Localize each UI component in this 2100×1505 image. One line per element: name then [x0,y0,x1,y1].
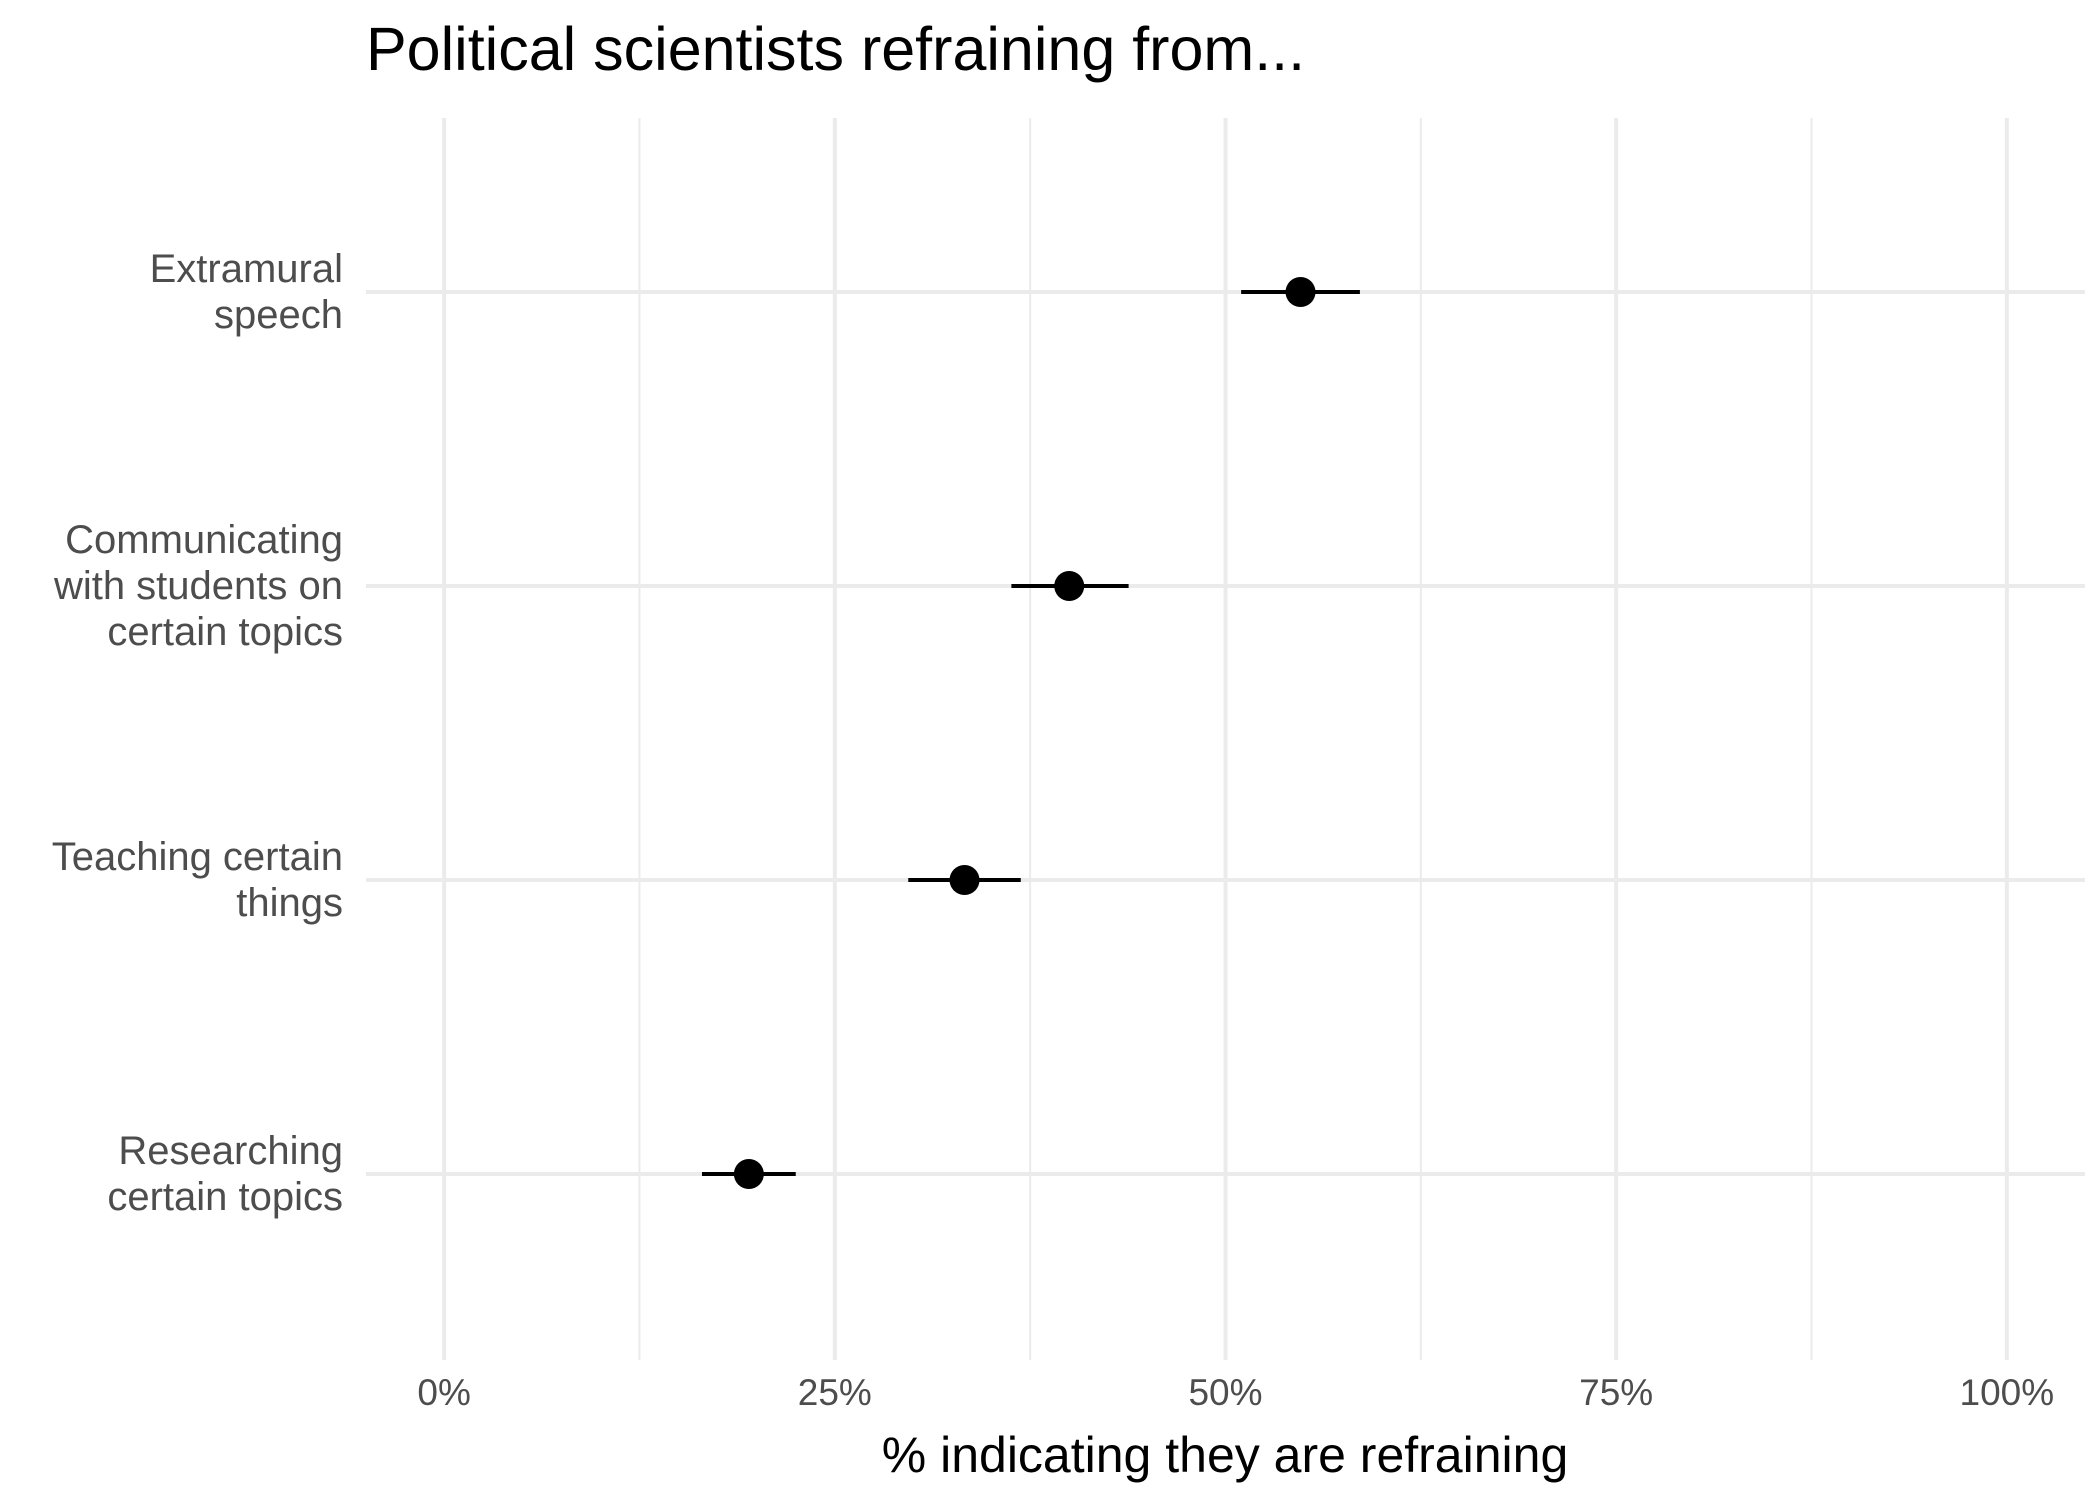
x-tick-labels: 0% 25% 50% 75% 100% [417,1372,2054,1413]
data-point [1285,277,1316,307]
y-tick-labels: Extramural speech Communicating with studen… [52,247,343,1219]
data-points [733,277,1316,1189]
x-tick-label: 25% [798,1372,872,1413]
data-point [949,865,980,895]
major-gridlines [366,118,2085,1360]
y-tick-label: Communicating with students on certain top… [53,518,343,654]
minor-gridlines [638,118,1813,1360]
data-point [733,1159,764,1189]
x-tick-label: 100% [1960,1372,2055,1413]
chart-title: Political scientists refraining from... [366,15,1306,83]
x-axis-label: % indicating they are refraining [882,1427,1569,1483]
y-tick-label: Extramural speech [150,247,343,337]
x-tick-label: 75% [1579,1372,1653,1413]
y-tick-label: Teaching certain things [52,835,343,925]
x-tick-label: 50% [1188,1372,1262,1413]
data-point [1054,571,1085,601]
y-tick-label: Researching certain topics [107,1129,343,1219]
x-tick-label: 0% [417,1372,470,1413]
